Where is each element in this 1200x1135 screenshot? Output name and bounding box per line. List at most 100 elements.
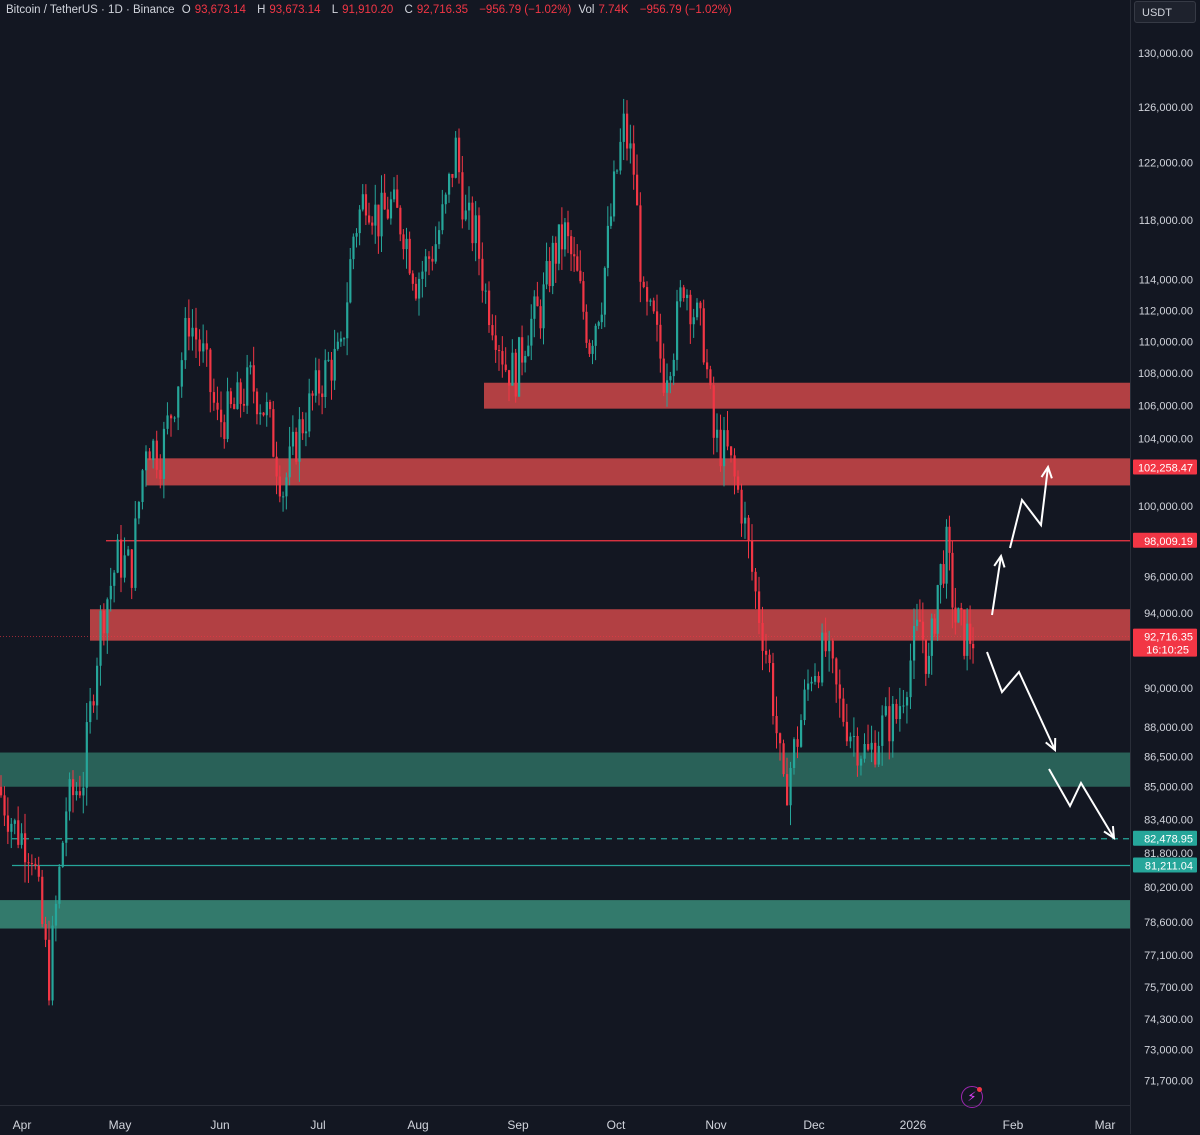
candle [10, 823, 13, 832]
candle [754, 571, 757, 592]
candle [377, 204, 380, 237]
candle [352, 236, 355, 260]
candle [969, 623, 972, 644]
candle [145, 451, 148, 471]
candle [346, 302, 349, 339]
candle [418, 278, 421, 299]
candle [814, 675, 817, 682]
candle [339, 338, 343, 342]
candle [180, 360, 183, 387]
candle [75, 791, 78, 796]
candle [609, 216, 613, 226]
candle [511, 352, 514, 386]
price-tick-label: 77,100.00 [1144, 950, 1193, 962]
candle [939, 564, 942, 586]
candle [6, 815, 10, 832]
candle [786, 774, 789, 806]
candle [679, 287, 682, 302]
candle [948, 526, 951, 553]
candle [747, 517, 750, 541]
currency-button[interactable]: USDT [1134, 1, 1196, 23]
candle [58, 866, 61, 904]
candle [89, 701, 92, 723]
candle [85, 722, 88, 788]
candle [669, 376, 672, 381]
price-tick-label: 110,000.00 [1139, 336, 1193, 348]
candle [318, 370, 321, 394]
candle [915, 619, 919, 627]
candle [137, 502, 141, 519]
arrow-down-1-head [1045, 737, 1057, 753]
candle [191, 327, 194, 337]
time-axis[interactable]: Apr May Jun Jul Aug Sep Oct Nov Dec 2026 Feb Mar [0, 1105, 1130, 1135]
candle [796, 739, 799, 747]
candle [591, 345, 594, 354]
candle [642, 281, 645, 288]
candle [567, 222, 570, 237]
candle [639, 205, 642, 282]
candle [389, 199, 393, 219]
price-label-box [1133, 532, 1197, 548]
candle [371, 222, 374, 226]
candle [177, 386, 180, 418]
candle [355, 233, 358, 237]
candle [24, 833, 27, 863]
candle [557, 224, 561, 264]
candle [733, 455, 736, 477]
open-value: 93,673.14 [194, 4, 246, 16]
candle [451, 173, 454, 178]
candle [484, 290, 487, 292]
price-chart[interactable] [0, 0, 1130, 1105]
candle [380, 192, 383, 237]
time-tick-label: Apr [13, 1118, 32, 1132]
low-value: 91,910.20 [342, 4, 394, 16]
candle [810, 681, 813, 684]
candle [386, 209, 389, 219]
price-label: 98,009.19 [1144, 536, 1193, 548]
candle [438, 230, 441, 245]
candle [551, 242, 554, 287]
volume-value: 7.74K [598, 4, 629, 16]
candle [162, 428, 166, 479]
candle [82, 787, 85, 796]
candle [187, 317, 191, 337]
candle [963, 609, 966, 656]
candle [918, 619, 922, 622]
candle [414, 283, 418, 299]
candle [521, 337, 524, 363]
candle [898, 706, 902, 720]
candle [649, 300, 652, 302]
close-value: 92,716.35 [416, 4, 469, 16]
candle [585, 311, 588, 343]
candle [166, 415, 169, 429]
candle [874, 742, 877, 765]
candle [212, 392, 216, 403]
candle [699, 302, 702, 309]
resistance-zone [90, 609, 1130, 641]
symbol-label[interactable]: Bitcoin / TetherUS · 1D · Binance [6, 4, 175, 16]
candle [236, 382, 239, 409]
volume-label: Vol [578, 4, 595, 16]
candle [849, 736, 852, 742]
candle [966, 623, 969, 656]
candle [48, 939, 51, 1001]
candle [65, 811, 68, 843]
lightning-bolt-icon[interactable]: ⚡ [961, 1086, 983, 1108]
price-tick-label: 118,000.00 [1139, 215, 1193, 227]
candle [0, 786, 3, 796]
candle [842, 698, 845, 722]
candle [514, 352, 517, 397]
candle [518, 337, 521, 397]
price-axis[interactable]: 130,000.00 126,000.00 122,000.00 118,000.00… [1130, 0, 1200, 1134]
time-tick-label: May [109, 1118, 132, 1132]
candle [554, 242, 557, 264]
candle [226, 391, 229, 439]
change-value: −956.79 (−1.02%) [479, 4, 572, 16]
candle [393, 189, 396, 200]
candle [689, 294, 692, 325]
candle [527, 345, 530, 357]
candle [957, 607, 960, 623]
arrow-down-2-head [1103, 825, 1116, 840]
candle [588, 342, 591, 354]
